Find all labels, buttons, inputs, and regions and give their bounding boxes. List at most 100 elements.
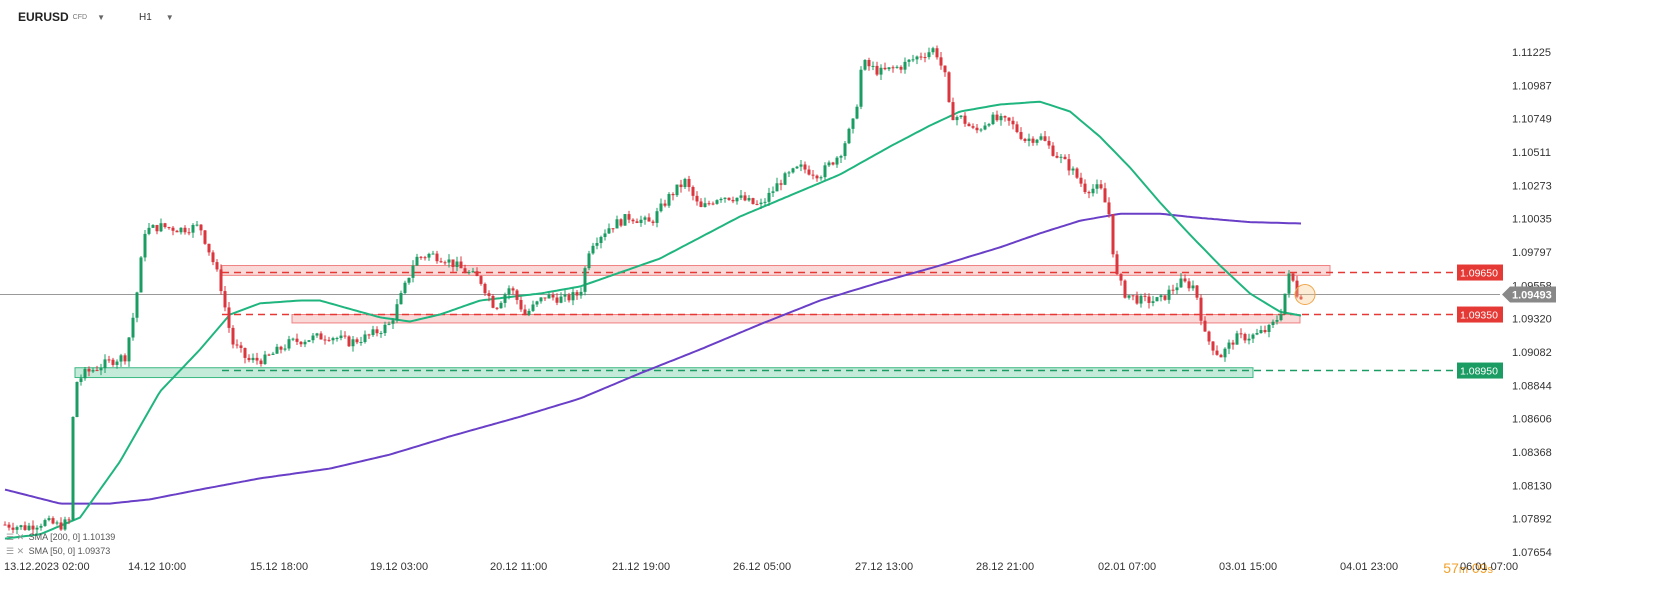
- candle-body: [555, 297, 559, 303]
- candle-body: [971, 126, 975, 128]
- candle-body: [803, 164, 807, 170]
- timeframe-dropdown-icon[interactable]: ▼: [165, 12, 174, 22]
- timer-seconds: 09: [1471, 560, 1488, 576]
- candle-body: [211, 252, 215, 263]
- candle-body: [883, 67, 887, 70]
- candle-body: [263, 354, 267, 365]
- candle-body: [31, 525, 35, 530]
- candle-body: [55, 522, 59, 524]
- candle-body: [179, 227, 183, 233]
- candle-body: [51, 518, 55, 524]
- settings-icon[interactable]: ☰ ✕: [6, 532, 25, 542]
- candle-body: [363, 334, 367, 343]
- candle-body: [843, 143, 847, 157]
- candle-body: [995, 114, 999, 121]
- candle-body: [491, 296, 495, 308]
- candle-body: [683, 178, 687, 188]
- candle-body: [1283, 293, 1287, 314]
- candle-body: [1211, 341, 1215, 351]
- candle-body: [899, 66, 903, 70]
- x-tick-label: 02.01 07:00: [1098, 561, 1156, 573]
- candle-body: [407, 277, 411, 283]
- candle-body: [91, 370, 95, 372]
- candle-body: [327, 339, 331, 341]
- candle-body: [143, 233, 147, 258]
- symbol-dropdown-icon[interactable]: ▼: [97, 12, 105, 22]
- candle-body: [163, 223, 167, 228]
- x-tick-label: 04.01 23:00: [1340, 561, 1398, 573]
- indicator-legend-sma50[interactable]: ☰ ✕ SMA [50, 0] 1.09373: [6, 546, 110, 557]
- symbol-label[interactable]: EURUSD: [18, 10, 69, 24]
- candle-body: [119, 355, 123, 362]
- candle-body: [383, 324, 387, 334]
- candle-body: [1139, 295, 1143, 304]
- sr-zone[interactable]: [74, 367, 1254, 379]
- candle-body: [699, 201, 703, 207]
- candle-body: [171, 227, 175, 231]
- sr-zone[interactable]: [291, 314, 1301, 324]
- x-tick-label: 03.01 15:00: [1219, 561, 1277, 573]
- candle-body: [703, 203, 707, 207]
- candle-body: [1287, 273, 1291, 294]
- candle-body: [1183, 278, 1187, 282]
- x-tick-label: 28.12 21:00: [976, 561, 1034, 573]
- candle-body: [903, 61, 907, 70]
- symbol-tag: CFD: [72, 13, 88, 21]
- candle-body: [455, 261, 459, 268]
- candle-countdown-timer: 57m 09s: [1443, 560, 1493, 576]
- timeframe-label[interactable]: H1: [138, 11, 152, 23]
- candle-body: [847, 128, 851, 144]
- candle-body: [779, 183, 783, 185]
- candle-body: [1095, 184, 1099, 189]
- indicator-legend-sma200[interactable]: ☰ ✕ SMA [200, 0] 1.10139: [6, 532, 115, 543]
- candle-body: [279, 346, 283, 350]
- candle-body: [983, 125, 987, 130]
- y-tick-label: 1.10273: [1512, 180, 1552, 192]
- candle-body: [231, 327, 235, 345]
- candle-body: [343, 335, 347, 337]
- y-tick-label: 1.08844: [1512, 380, 1552, 392]
- candle-body: [1299, 296, 1303, 300]
- candle-body: [1279, 313, 1283, 321]
- y-tick-label: 1.09320: [1512, 314, 1552, 326]
- x-tick-label: 27.12 13:00: [855, 561, 913, 573]
- candle-body: [751, 198, 755, 204]
- candle-body: [39, 525, 43, 528]
- candle-body: [299, 341, 303, 345]
- candle-body: [319, 333, 323, 340]
- candle-body: [1103, 188, 1107, 203]
- candle-body: [87, 368, 91, 372]
- candle-body: [467, 272, 471, 274]
- candle-body: [867, 60, 871, 67]
- candle-body: [431, 253, 435, 255]
- candle-body: [191, 224, 195, 233]
- candle-body: [723, 197, 727, 199]
- timer-minutes: 57: [1443, 560, 1459, 576]
- candle-body: [655, 211, 659, 223]
- candle-body: [1107, 202, 1111, 215]
- candle-body: [315, 333, 319, 336]
- candle-body: [623, 214, 627, 226]
- candle-body: [1199, 297, 1203, 321]
- candle-body: [979, 129, 983, 131]
- candle-body: [167, 227, 171, 229]
- candle-body: [999, 116, 1003, 121]
- candle-body: [7, 524, 11, 528]
- y-tick-label: 1.10511: [1512, 147, 1551, 159]
- candle-body: [543, 297, 547, 299]
- candle-body: [403, 282, 407, 294]
- current-price-label: 1.09493: [1512, 290, 1552, 302]
- candle-body: [851, 118, 855, 129]
- candle-body: [1163, 295, 1167, 300]
- candle-body: [23, 525, 27, 530]
- x-tick-label: 14.12 10:00: [128, 561, 186, 573]
- sr-zone[interactable]: [221, 265, 1331, 276]
- candle-body: [271, 353, 275, 355]
- candle-body: [635, 221, 639, 223]
- candle-body: [563, 294, 567, 297]
- settings-icon[interactable]: ☰ ✕: [6, 546, 25, 556]
- candle-body: [711, 203, 715, 205]
- candle-body: [619, 219, 623, 226]
- candle-body: [743, 195, 747, 201]
